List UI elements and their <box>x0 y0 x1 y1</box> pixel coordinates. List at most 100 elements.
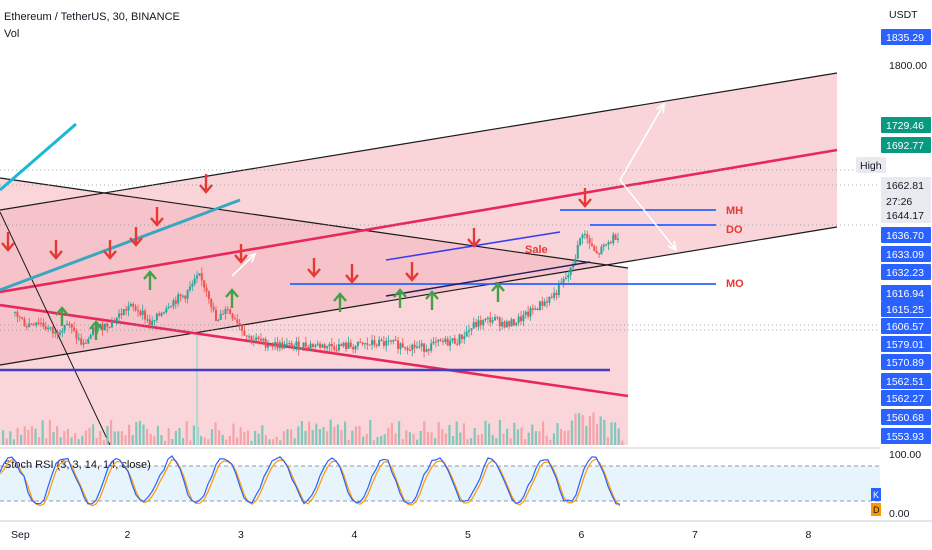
volume-bar <box>131 435 134 445</box>
volume-bar <box>603 419 606 445</box>
volume-bar <box>153 436 156 445</box>
volume-bar <box>434 438 437 445</box>
candle-body <box>269 345 272 347</box>
candle-body <box>345 342 348 349</box>
candle-body <box>75 330 78 339</box>
candle-body <box>14 311 16 313</box>
candle-body <box>193 278 196 284</box>
projection-down-arrow-head <box>667 241 678 252</box>
candle-body <box>408 349 411 351</box>
volume-bar <box>20 434 23 445</box>
volume-bar <box>261 425 264 445</box>
volume-bar <box>423 421 426 445</box>
candle-body <box>482 319 485 326</box>
candle-body <box>129 303 132 307</box>
candle-body <box>144 310 147 320</box>
candle-body <box>441 340 444 343</box>
volume-bar <box>448 424 451 445</box>
price-badge <box>881 409 931 425</box>
candle-body <box>569 267 572 276</box>
volume-bar <box>297 426 300 445</box>
candle-body <box>583 234 586 236</box>
candle-body <box>371 340 374 345</box>
candle-body <box>233 318 236 320</box>
candle-body <box>139 311 142 316</box>
volume-bar <box>567 430 570 445</box>
candle-body <box>250 336 253 342</box>
volume-bar <box>351 430 354 445</box>
candle-body <box>508 321 511 327</box>
candle-body <box>271 345 274 347</box>
candle-body <box>101 323 104 331</box>
candle-body <box>444 338 447 343</box>
sell-signal-arrow-head <box>405 272 419 282</box>
volume-bar <box>45 438 48 445</box>
volume-bar <box>484 420 487 445</box>
volume-bar <box>416 439 419 445</box>
candle-body <box>103 323 106 331</box>
volume-bar <box>70 437 73 445</box>
candle-body <box>40 322 43 324</box>
candle-body <box>262 338 265 341</box>
candle-body <box>503 321 506 328</box>
candle-body <box>188 286 191 291</box>
candle-body <box>276 342 279 349</box>
candle-body <box>214 309 217 321</box>
volume-bar <box>23 426 26 445</box>
drawing-layer: MH DO MO Sale <box>0 102 744 372</box>
candle-body <box>418 346 421 348</box>
candle-body <box>47 327 50 330</box>
candle-body <box>579 238 582 245</box>
price-badge-label: 1615.25 <box>886 304 924 316</box>
volume-bar <box>138 420 141 445</box>
volume-bar <box>279 440 282 445</box>
stoch-title: Stoch RSI (3, 3, 14, 14, close) <box>4 459 151 471</box>
volume-bar <box>264 435 267 445</box>
volume-bar <box>192 425 195 445</box>
volume-label[interactable]: Vol <box>4 28 20 40</box>
candle-body <box>477 320 480 327</box>
candle-body <box>470 328 473 331</box>
volume-bar <box>394 433 397 445</box>
candle-body <box>449 340 452 346</box>
candle-body <box>496 317 499 319</box>
candle-body <box>23 318 26 327</box>
candle-body <box>87 339 90 344</box>
candle-body <box>18 316 21 318</box>
candle-body <box>295 341 298 346</box>
candle-body <box>430 343 433 351</box>
candle-body <box>134 306 137 311</box>
candle-body <box>61 330 64 333</box>
candle-body <box>151 320 154 325</box>
volume-bar <box>441 429 444 445</box>
candle-body <box>541 301 544 306</box>
candle-body <box>106 323 109 327</box>
candle-body <box>108 326 111 328</box>
candle-body <box>451 338 454 341</box>
candle-body <box>593 245 596 251</box>
time-axis[interactable]: Sep 2 3 4 5 6 7 8 <box>0 520 932 541</box>
candle-body <box>366 343 369 345</box>
volume-bar <box>304 430 307 445</box>
sell-signal-arrow-head <box>103 250 117 260</box>
price-axis[interactable]: USDT1800.001760.001676.001835.291729.461… <box>856 0 932 520</box>
price-badge-label: 1562.27 <box>886 393 924 405</box>
volume-bar <box>552 433 555 445</box>
price-badge <box>881 336 931 352</box>
candle-body <box>179 294 182 297</box>
volume-bar <box>221 434 224 445</box>
volume-bar <box>286 429 289 445</box>
volume-bar <box>574 413 577 445</box>
candle-body <box>486 317 489 319</box>
symbol-title[interactable]: Ethereum / TetherUS, 30, BINANCE <box>4 11 180 23</box>
candle-body <box>363 343 366 345</box>
candle-body <box>297 341 300 350</box>
volume-bar <box>110 419 113 445</box>
axis-currency: USDT <box>889 9 918 21</box>
volume-bar <box>92 424 95 445</box>
candle-body <box>243 330 246 336</box>
candle-body <box>77 338 80 340</box>
candle-body <box>290 343 293 349</box>
volume-bar <box>9 431 12 445</box>
